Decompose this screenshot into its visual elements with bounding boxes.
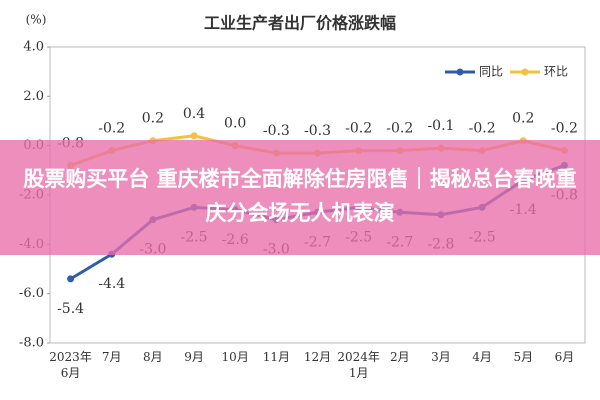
value-label: -0.3 xyxy=(263,123,290,139)
x-tick-label: 6月 xyxy=(554,350,575,364)
value-label: -0.2 xyxy=(386,121,413,137)
legend-label: 同比 xyxy=(479,65,503,79)
point xyxy=(190,132,198,140)
x-tick-label: 2023年 6月 xyxy=(49,350,92,380)
value-label: -0.3 xyxy=(304,123,331,139)
point xyxy=(67,275,75,283)
x-tick-label: 2月 xyxy=(389,350,410,364)
x-tick-label: 9月 xyxy=(184,350,204,364)
y-axis-label: (%) xyxy=(26,13,47,27)
x-tick-label: 5月 xyxy=(513,350,534,364)
y-tick-label: -8.0 xyxy=(19,336,44,351)
value-label: 0.4 xyxy=(183,106,205,122)
value-label: -0.1 xyxy=(427,118,454,134)
value-label: 0.0 xyxy=(224,116,246,132)
value-label: -0.2 xyxy=(98,121,125,137)
y-tick-label: 4.0 xyxy=(23,40,44,55)
value-label: -4.4 xyxy=(98,276,125,292)
banner-text: 股票购买平台 重庆楼市全面解除住房限售｜揭秘总台春晚重庆分会场无人机表演 xyxy=(23,167,577,225)
x-tick-label: 3月 xyxy=(431,350,451,364)
x-tick-label: 4月 xyxy=(472,350,492,364)
y-tick-label: -6.0 xyxy=(19,286,44,301)
x-tick-label: 7月 xyxy=(101,350,122,364)
value-label: 0.2 xyxy=(142,111,164,127)
value-label: -5.4 xyxy=(57,301,84,317)
x-tick-label: 10月 xyxy=(221,350,249,364)
x-tick-label: 8月 xyxy=(143,350,163,364)
x-tick-label: 12月 xyxy=(303,350,332,364)
y-tick-label: 2.0 xyxy=(23,89,44,104)
banner: 股票购买平台 重庆楼市全面解除住房限售｜揭秘总台春晚重庆分会场无人机表演 xyxy=(0,140,600,255)
legend-label: 环比 xyxy=(544,65,568,79)
value-label: -0.2 xyxy=(551,121,578,137)
chart-title: 工业生产者出厂价格涨跌幅 xyxy=(204,14,396,33)
value-label: -0.2 xyxy=(345,121,372,137)
legend-marker xyxy=(521,68,529,76)
x-tick-label: 2024年 1月 xyxy=(337,350,380,380)
x-tick-label: 11月 xyxy=(262,350,290,364)
value-label: -0.2 xyxy=(469,121,496,137)
legend-marker xyxy=(456,68,464,76)
value-label: 0.2 xyxy=(512,111,534,127)
